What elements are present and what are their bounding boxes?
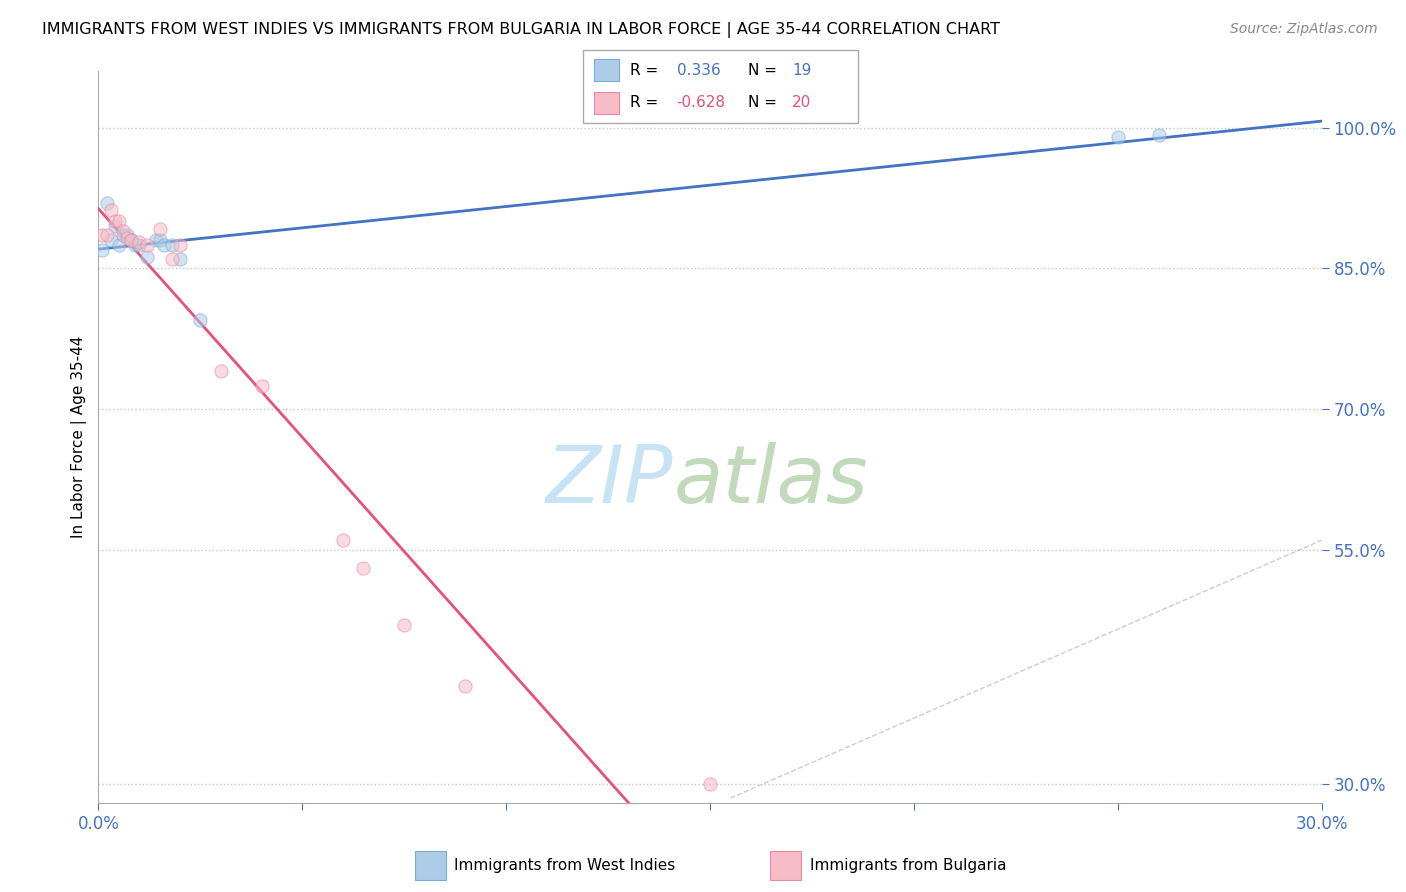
FancyBboxPatch shape: [595, 92, 619, 114]
Point: [115, 228, 138, 243]
Point: [250, 378, 273, 392]
Point: [104, 219, 127, 233]
Point: [128, 235, 150, 249]
Point: [352, 561, 374, 575]
Point: [1147, 128, 1170, 142]
Text: 19: 19: [792, 62, 811, 78]
Text: -0.628: -0.628: [676, 95, 725, 111]
Point: [120, 233, 142, 247]
Point: [169, 237, 191, 252]
Point: [1107, 130, 1129, 145]
Point: [96, 228, 118, 243]
Text: R =: R =: [630, 95, 658, 111]
Point: [111, 224, 134, 238]
Point: [111, 228, 134, 243]
Point: [136, 237, 159, 252]
FancyBboxPatch shape: [415, 851, 446, 880]
FancyBboxPatch shape: [595, 59, 619, 81]
Point: [136, 250, 159, 264]
Text: Immigrants from West Indies: Immigrants from West Indies: [454, 858, 675, 872]
Text: 20: 20: [792, 95, 811, 111]
Point: [454, 679, 477, 693]
Text: IMMIGRANTS FROM WEST INDIES VS IMMIGRANTS FROM BULGARIA IN LABOR FORCE | AGE 35-: IMMIGRANTS FROM WEST INDIES VS IMMIGRANT…: [42, 22, 1000, 38]
Text: ZIP: ZIP: [546, 442, 673, 520]
Point: [115, 231, 138, 245]
Point: [169, 252, 191, 266]
Point: [100, 203, 122, 218]
Point: [100, 233, 122, 247]
Text: R =: R =: [630, 62, 658, 78]
Point: [128, 237, 150, 252]
Point: [91, 243, 114, 257]
Point: [149, 233, 172, 247]
Point: [149, 222, 172, 236]
Text: Immigrants from Bulgaria: Immigrants from Bulgaria: [810, 858, 1007, 872]
Text: Source: ZipAtlas.com: Source: ZipAtlas.com: [1230, 22, 1378, 37]
Point: [392, 617, 416, 632]
Point: [145, 233, 167, 247]
Text: N =: N =: [748, 95, 778, 111]
Point: [152, 237, 174, 252]
FancyBboxPatch shape: [583, 50, 858, 123]
Point: [160, 252, 183, 266]
Point: [120, 233, 142, 247]
Point: [332, 533, 354, 548]
Point: [188, 313, 212, 327]
Point: [160, 237, 183, 252]
Text: atlas: atlas: [673, 442, 868, 520]
Point: [96, 195, 118, 210]
Point: [699, 777, 721, 791]
Text: 0.336: 0.336: [676, 62, 720, 78]
Text: N =: N =: [748, 62, 778, 78]
Point: [91, 228, 114, 243]
Y-axis label: In Labor Force | Age 35-44: In Labor Force | Age 35-44: [72, 336, 87, 538]
Point: [124, 237, 146, 252]
Point: [209, 364, 232, 378]
Point: [108, 237, 131, 252]
Point: [108, 214, 131, 228]
FancyBboxPatch shape: [770, 851, 801, 880]
Point: [104, 214, 127, 228]
